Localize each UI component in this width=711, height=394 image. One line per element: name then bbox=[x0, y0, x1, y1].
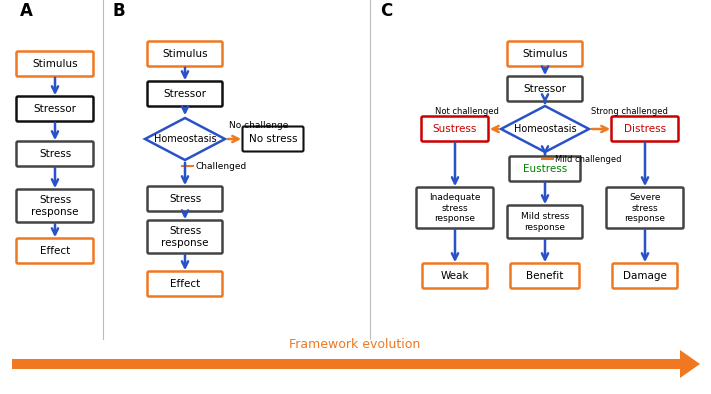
Text: Challenged: Challenged bbox=[195, 162, 246, 171]
Polygon shape bbox=[501, 106, 589, 152]
FancyBboxPatch shape bbox=[606, 188, 683, 229]
Text: C: C bbox=[380, 2, 392, 20]
Text: Framework evolution: Framework evolution bbox=[289, 338, 421, 351]
Text: Stress
response: Stress response bbox=[161, 226, 209, 248]
FancyBboxPatch shape bbox=[508, 41, 582, 67]
Text: Stimulus: Stimulus bbox=[522, 49, 568, 59]
FancyBboxPatch shape bbox=[16, 238, 94, 264]
FancyBboxPatch shape bbox=[510, 264, 579, 288]
Text: Sustress: Sustress bbox=[433, 124, 477, 134]
Text: Homeostasis: Homeostasis bbox=[513, 124, 577, 134]
FancyBboxPatch shape bbox=[147, 221, 223, 253]
Text: Strong challenged: Strong challenged bbox=[591, 106, 668, 115]
FancyBboxPatch shape bbox=[16, 52, 94, 76]
Text: Stressor: Stressor bbox=[523, 84, 567, 94]
Text: Mild challenged: Mild challenged bbox=[555, 154, 621, 164]
Text: Effect: Effect bbox=[170, 279, 200, 289]
FancyBboxPatch shape bbox=[508, 206, 582, 238]
FancyBboxPatch shape bbox=[510, 156, 580, 182]
FancyBboxPatch shape bbox=[242, 126, 304, 152]
FancyBboxPatch shape bbox=[612, 264, 678, 288]
Text: Weak: Weak bbox=[441, 271, 469, 281]
Text: No stress: No stress bbox=[249, 134, 297, 144]
FancyBboxPatch shape bbox=[16, 190, 94, 223]
Text: Effect: Effect bbox=[40, 246, 70, 256]
Text: Stress
response: Stress response bbox=[31, 195, 79, 217]
FancyBboxPatch shape bbox=[147, 41, 223, 67]
Polygon shape bbox=[12, 350, 700, 378]
Text: Stress: Stress bbox=[169, 194, 201, 204]
Text: Benefit: Benefit bbox=[526, 271, 564, 281]
Text: Inadequate
stress
response: Inadequate stress response bbox=[429, 193, 481, 223]
FancyBboxPatch shape bbox=[417, 188, 493, 229]
Text: Mild stress
response: Mild stress response bbox=[521, 212, 569, 232]
FancyBboxPatch shape bbox=[611, 117, 678, 141]
FancyBboxPatch shape bbox=[147, 186, 223, 212]
FancyBboxPatch shape bbox=[147, 271, 223, 297]
Text: Homeostasis: Homeostasis bbox=[154, 134, 216, 144]
Text: Stressor: Stressor bbox=[33, 104, 77, 114]
FancyBboxPatch shape bbox=[16, 97, 94, 121]
Text: Stress: Stress bbox=[39, 149, 71, 159]
Text: A: A bbox=[20, 2, 33, 20]
FancyBboxPatch shape bbox=[508, 76, 582, 102]
Text: Not challenged: Not challenged bbox=[435, 106, 499, 115]
FancyBboxPatch shape bbox=[422, 117, 488, 141]
Text: Damage: Damage bbox=[623, 271, 667, 281]
Text: Severe
stress
response: Severe stress response bbox=[624, 193, 665, 223]
Text: B: B bbox=[113, 2, 126, 20]
Text: Stimulus: Stimulus bbox=[162, 49, 208, 59]
FancyBboxPatch shape bbox=[16, 141, 94, 167]
FancyBboxPatch shape bbox=[422, 264, 488, 288]
Polygon shape bbox=[145, 118, 225, 160]
Text: Stimulus: Stimulus bbox=[32, 59, 77, 69]
Text: Distress: Distress bbox=[624, 124, 666, 134]
FancyBboxPatch shape bbox=[147, 82, 223, 106]
Text: Eustress: Eustress bbox=[523, 164, 567, 174]
Text: Stressor: Stressor bbox=[164, 89, 206, 99]
Text: No challenge: No challenge bbox=[229, 121, 289, 130]
